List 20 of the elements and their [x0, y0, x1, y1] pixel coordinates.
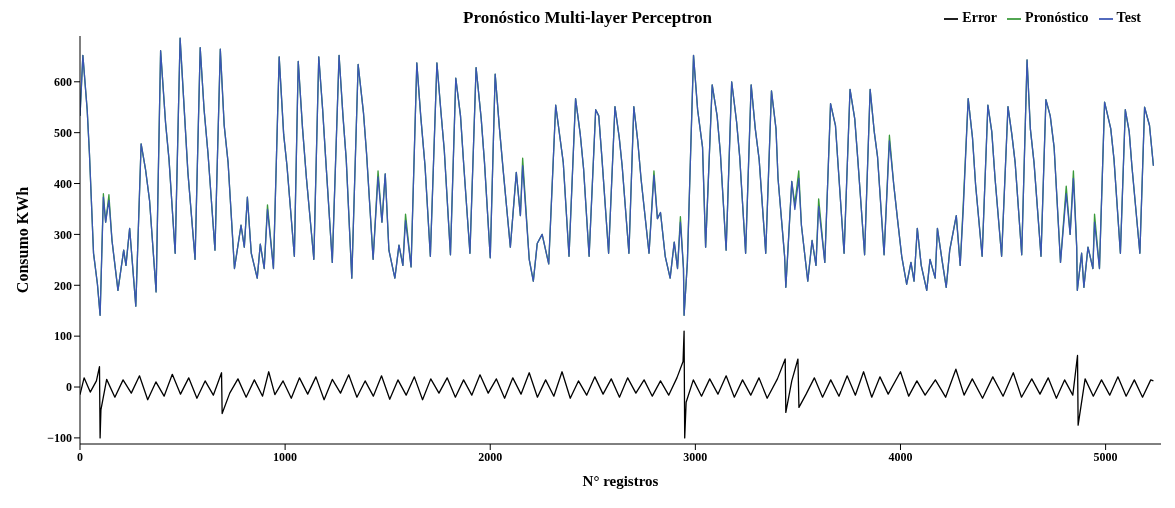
y-axis-title: Consumo KWh [13, 186, 31, 294]
x-tick-label: 5000 [1093, 449, 1118, 464]
y-tick-label: 400 [54, 176, 72, 191]
y-tick-label: −100 [47, 431, 72, 446]
legend-label: Error [962, 10, 998, 25]
chart-title: Pronóstico Multi-layer Perceptron [463, 8, 712, 27]
y-tick-label: 0 [66, 380, 72, 395]
legend-label: Test [1116, 10, 1141, 25]
x-tick-label: 3000 [683, 449, 708, 464]
x-tick-label: 4000 [888, 449, 913, 464]
y-tick-label: 100 [54, 329, 72, 344]
y-tick-label: 200 [54, 278, 72, 293]
y-tick-label: 300 [54, 227, 72, 242]
y-tick-label: 600 [54, 75, 72, 90]
y-tick-label: 500 [54, 125, 72, 140]
x-tick-label: 0 [77, 449, 83, 464]
x-tick-label: 1000 [273, 449, 298, 464]
x-tick-label: 2000 [478, 449, 503, 464]
legend-label: Pronóstico [1025, 10, 1089, 25]
x-axis-title: N° registros [582, 473, 659, 489]
